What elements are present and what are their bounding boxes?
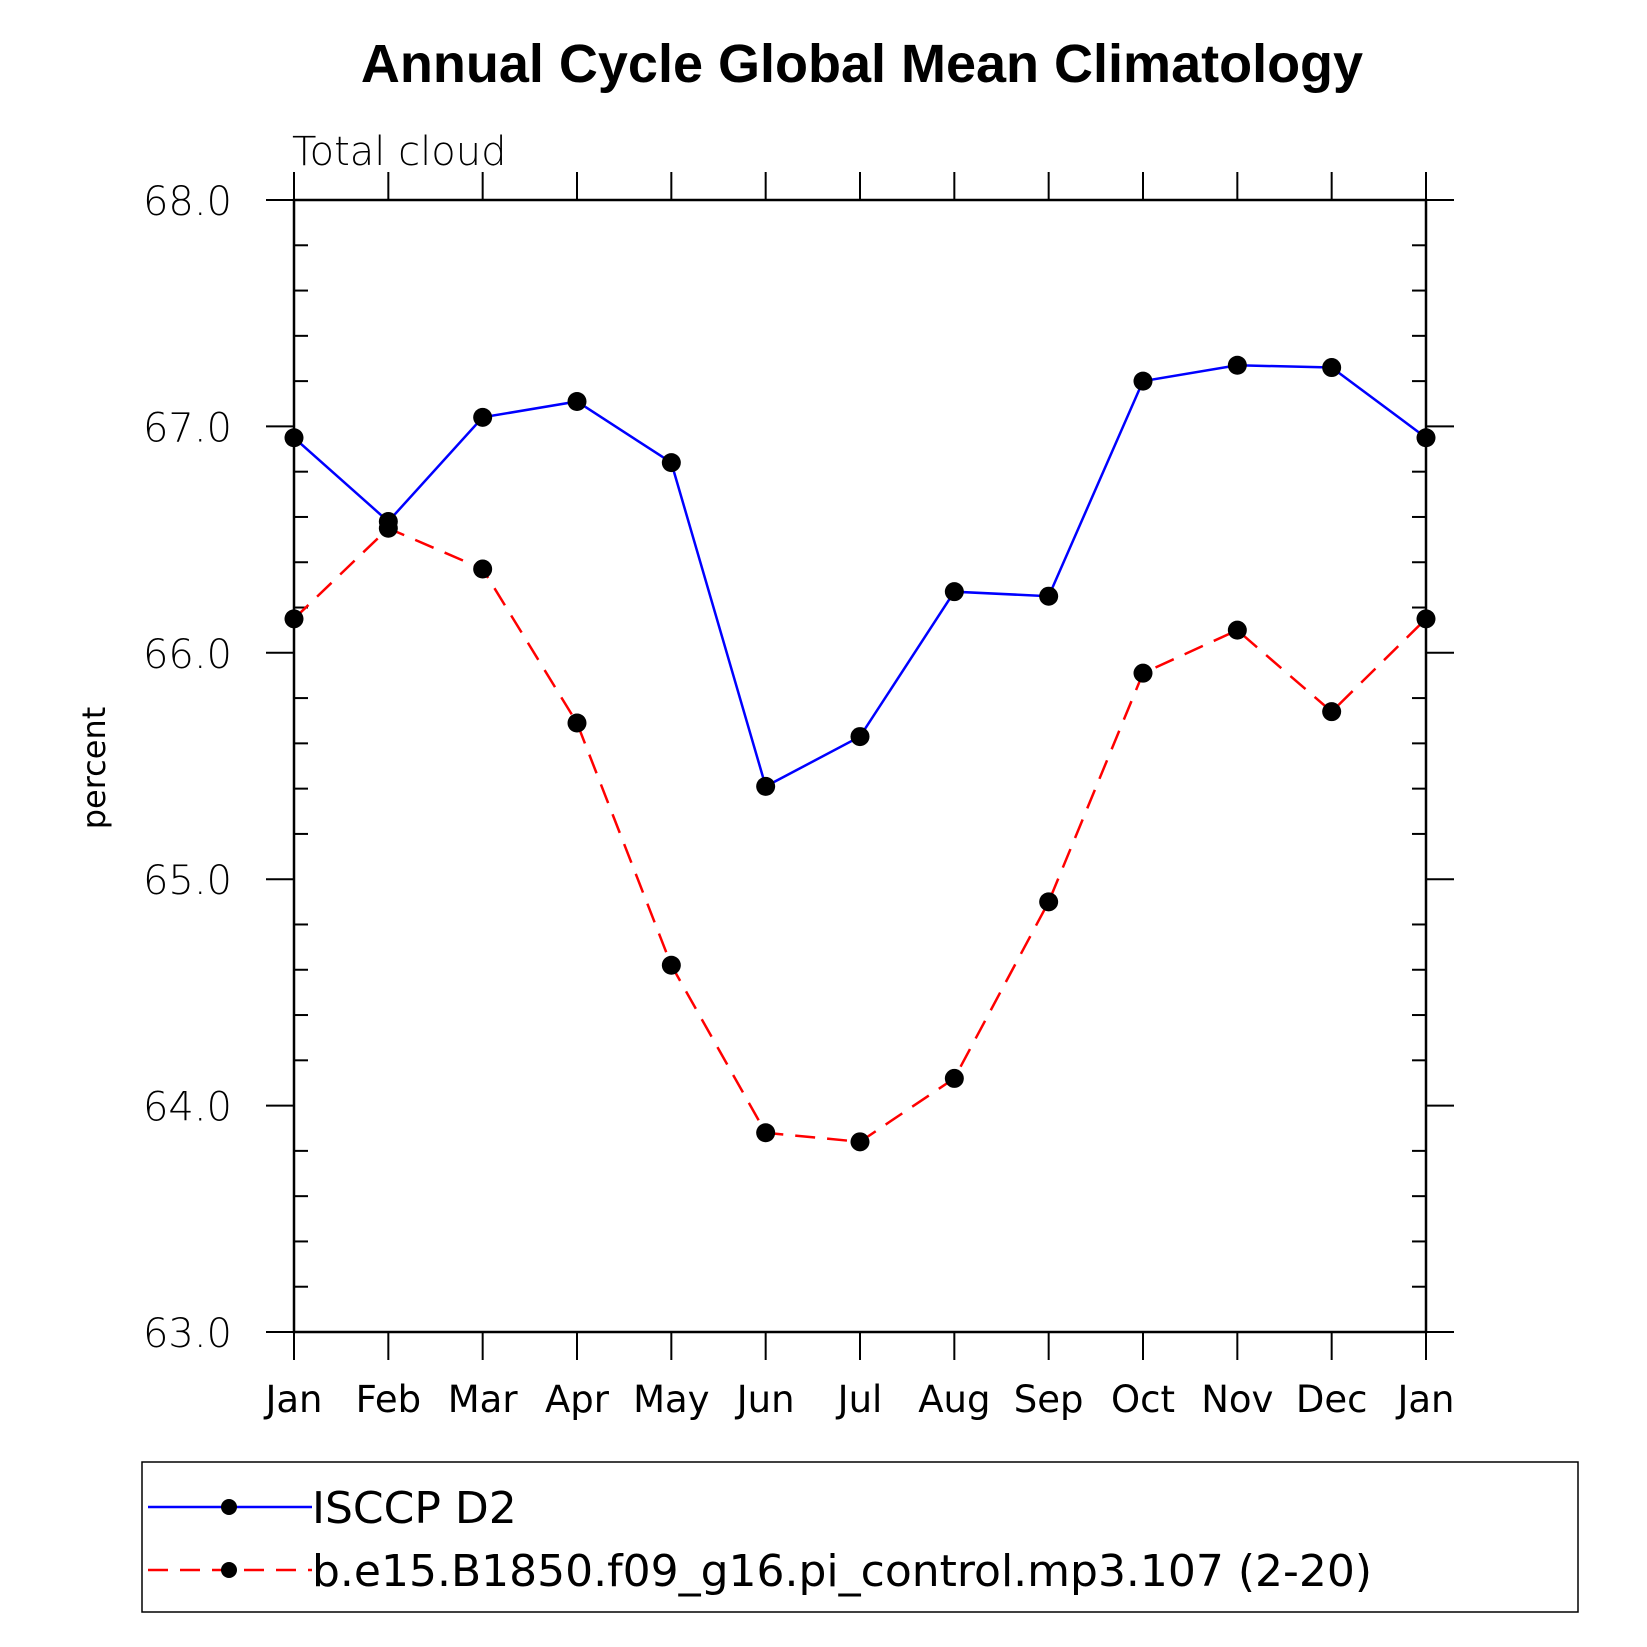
legend-box — [141, 1461, 1579, 1613]
y-tick-label: 68.0 — [143, 179, 232, 225]
data-point-series-1 — [1227, 620, 1247, 640]
legend-marker-isccp — [221, 1499, 237, 1515]
data-point-series-0 — [944, 582, 964, 602]
data-point-series-1 — [284, 609, 304, 629]
legend-marker-model — [221, 1562, 237, 1578]
x-tick-label: Jan — [263, 1378, 322, 1421]
data-point-series-0 — [1133, 371, 1153, 391]
data-point-series-1 — [661, 955, 681, 975]
chart-title: Annual Cycle Global Mean Climatology — [361, 34, 1363, 94]
data-point-series-0 — [1322, 358, 1342, 378]
legend-label-isccp: ISCCP D2 — [312, 1483, 517, 1534]
x-tick-label: Jan — [1395, 1378, 1454, 1421]
data-point-series-1 — [567, 713, 587, 733]
data-point-series-0 — [473, 407, 493, 427]
data-point-series-0 — [1416, 428, 1436, 448]
data-point-series-0 — [1227, 355, 1247, 375]
y-tick-label: 65.0 — [143, 858, 232, 904]
data-point-series-1 — [1039, 892, 1059, 912]
y-tick-label: 64.0 — [143, 1085, 232, 1131]
data-point-series-1 — [1133, 663, 1153, 683]
x-tick-label: Mar — [448, 1378, 519, 1421]
x-tick-label: Apr — [545, 1378, 610, 1421]
legend: ISCCP D2 b.e15.B1850.f09_g16.pi_control.… — [141, 1461, 1579, 1613]
data-point-series-1 — [850, 1132, 870, 1152]
x-tick-label: Jun — [735, 1378, 795, 1421]
plot-frame — [292, 198, 1428, 1334]
x-tick-label: Nov — [1201, 1378, 1273, 1421]
x-tick-label: Dec — [1296, 1378, 1368, 1421]
data-point-series-0 — [1039, 586, 1059, 606]
data-point-series-1 — [756, 1123, 776, 1143]
chart-subtitle: Total cloud — [292, 129, 506, 175]
y-axis-label: percent — [75, 707, 113, 830]
data-point-series-1 — [378, 518, 398, 538]
x-tick-label: May — [633, 1378, 710, 1421]
series-lines — [293, 364, 1427, 1144]
data-point-series-0 — [850, 727, 870, 747]
axis-ticks — [266, 172, 1454, 1360]
x-tick-label: Aug — [918, 1378, 990, 1421]
data-point-series-1 — [1322, 702, 1342, 722]
data-point-series-0 — [567, 391, 587, 411]
x-tick-labels: Jan Feb Mar Apr May Jun Jul Aug Sep Oct Nov Dec Jan — [263, 1378, 1454, 1421]
y-tick-label: 66.0 — [143, 632, 232, 678]
legend-label-model: b.e15.B1850.f09_g16.pi_control.mp3.107 (… — [312, 1546, 1372, 1597]
data-point-series-1 — [473, 559, 493, 579]
y-tick-labels: 63.0 64.0 65.0 66.0 67.0 68.0 — [143, 179, 232, 1357]
series-line-0 — [293, 364, 1427, 789]
data-point-series-1 — [944, 1068, 964, 1088]
x-tick-label: Oct — [1111, 1378, 1175, 1421]
x-tick-label: Feb — [356, 1378, 422, 1421]
x-tick-label: Sep — [1014, 1378, 1084, 1421]
x-tick-label: Jul — [836, 1378, 883, 1421]
data-point-series-0 — [284, 428, 304, 448]
data-point-series-1 — [1416, 609, 1436, 629]
series-markers — [284, 355, 1436, 1152]
y-tick-label: 63.0 — [143, 1311, 232, 1357]
y-tick-label: 67.0 — [143, 405, 232, 451]
data-point-series-0 — [661, 453, 681, 473]
series-line-1 — [293, 526, 1427, 1144]
data-point-series-0 — [756, 776, 776, 796]
